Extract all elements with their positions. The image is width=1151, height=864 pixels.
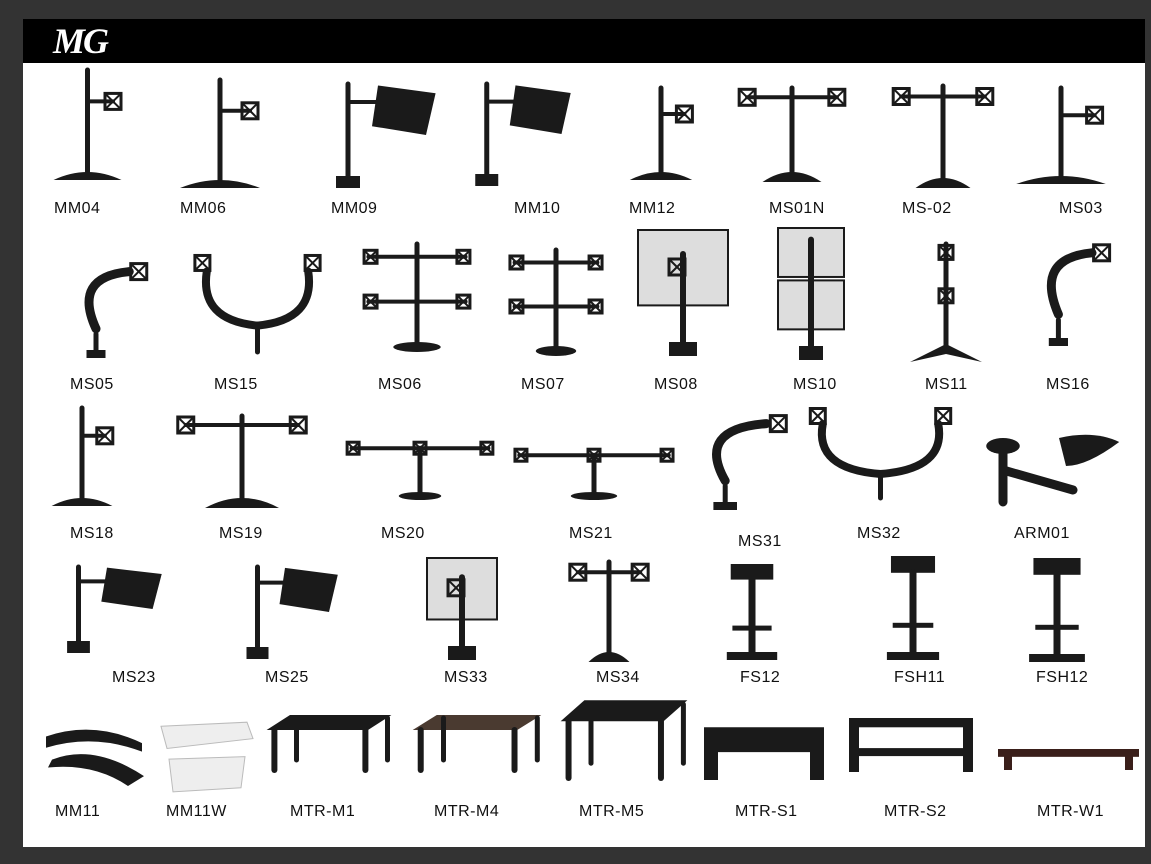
product-image-ms31 (712, 414, 788, 510)
product-label: MS19 (219, 525, 263, 542)
product-image-arm01 (986, 434, 1120, 507)
product-label: FS12 (740, 669, 781, 686)
product-image-ms32 (808, 407, 953, 501)
product-label: MTR-M5 (579, 803, 645, 820)
product-label: ARM01 (1014, 525, 1070, 542)
product-image-mtr-s2 (849, 718, 973, 772)
product-image-ms25 (246, 564, 338, 659)
product-image-ms-02 (891, 83, 995, 188)
product-image-mm09 (336, 81, 436, 188)
product-image-mm11w (160, 721, 254, 793)
product-image-mm04 (53, 67, 123, 180)
product-label: MS10 (793, 376, 837, 393)
product-image-mtr-w1 (998, 749, 1139, 770)
product-image-ms10 (777, 227, 845, 360)
product-label: MTR-S2 (884, 803, 947, 820)
product-image-ms07 (508, 247, 604, 356)
product-label: MS01N (769, 200, 825, 217)
product-image-ms20 (345, 440, 495, 500)
product-image-mm11 (46, 729, 144, 786)
product-label: MM12 (629, 200, 676, 217)
product-image-fsh12 (1029, 558, 1085, 662)
product-image-ms01n (737, 85, 847, 182)
product-label: MS33 (444, 669, 488, 686)
product-image-ms05 (84, 262, 149, 358)
product-label: MM06 (180, 200, 227, 217)
header-bar: MG (23, 19, 1145, 63)
product-image-ms06 (362, 241, 472, 352)
product-image-fs12 (726, 564, 778, 660)
product-label: MTR-S1 (735, 803, 798, 820)
product-label: MS05 (70, 376, 114, 393)
product-label: MS31 (738, 533, 782, 550)
brand-logo: MG (53, 21, 109, 61)
product-image-ms11 (910, 241, 982, 362)
product-image-ms21 (513, 447, 675, 500)
product-label: MS32 (857, 525, 901, 542)
product-image-ms08 (637, 229, 729, 356)
product-image-mtr-m5 (560, 700, 688, 781)
catalog-sheet: MG MM04 MM06 MM09 MM10 MM12 MS01N MS-02 MS03 MS0… (23, 19, 1145, 847)
product-label: MS08 (654, 376, 698, 393)
product-label: MM09 (331, 200, 378, 217)
product-image-ms15 (193, 253, 322, 355)
product-image-fsh11 (886, 556, 940, 660)
product-label: MTR-M1 (290, 803, 356, 820)
product-image-ms03 (1016, 85, 1106, 184)
product-label: MS06 (378, 376, 422, 393)
product-label: MS25 (265, 669, 309, 686)
product-image-mm06 (180, 77, 260, 188)
product-label: MS23 (112, 669, 156, 686)
product-label: MS20 (381, 525, 425, 542)
product-image-ms19 (176, 413, 308, 508)
product-image-mtr-m1 (266, 715, 392, 773)
product-image-mtr-m4 (412, 715, 542, 773)
product-label: MS-02 (902, 200, 952, 217)
product-label: MTR-M4 (434, 803, 500, 820)
product-label: MS15 (214, 376, 258, 393)
product-label: MS34 (596, 669, 640, 686)
product-label: MM11 (55, 803, 101, 820)
product-label: MM10 (514, 200, 561, 217)
product-image-ms23 (67, 564, 162, 653)
product-image-ms18 (51, 405, 115, 506)
product-label: MS21 (569, 525, 613, 542)
product-label: MS11 (925, 376, 968, 393)
product-image-ms34 (568, 559, 650, 662)
product-image-mm12 (629, 85, 694, 180)
product-image-mtr-s1 (704, 727, 824, 780)
product-image-mm10 (475, 81, 571, 186)
product-label: MM04 (54, 200, 101, 217)
product-label: MS18 (70, 525, 114, 542)
product-label: MM11W (166, 803, 227, 820)
product-label: MS07 (521, 376, 565, 393)
product-image-ms16 (1046, 243, 1112, 346)
product-label: MS03 (1059, 200, 1103, 217)
product-label: MS16 (1046, 376, 1090, 393)
product-label: FSH11 (894, 669, 946, 686)
product-label: MTR-W1 (1037, 803, 1104, 820)
product-label: FSH12 (1036, 669, 1089, 686)
product-image-ms33 (426, 557, 498, 660)
